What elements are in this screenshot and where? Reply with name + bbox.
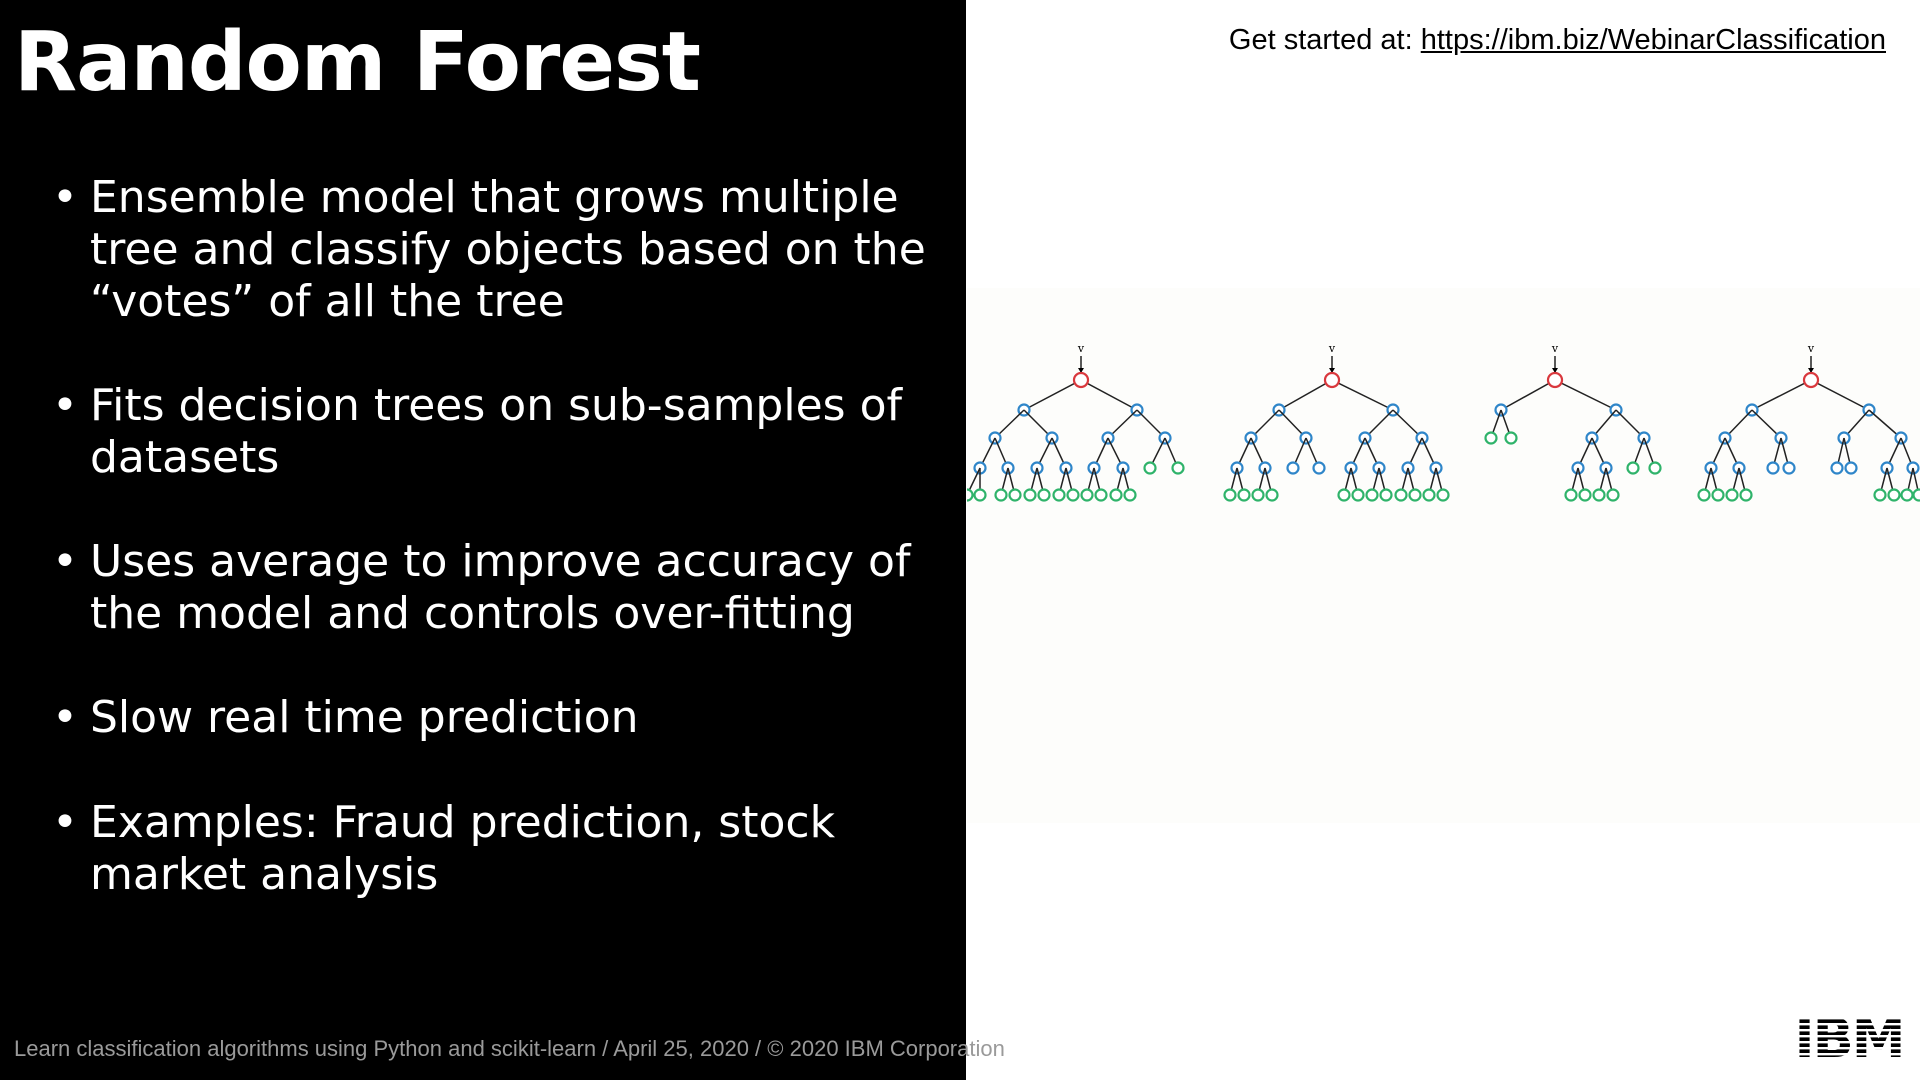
bullet-text: Ensemble model that grows multiple tree …	[90, 172, 926, 327]
footer-text: Learn classification algorithms using Py…	[14, 1036, 1005, 1061]
tree-leaf-node	[1725, 488, 1739, 502]
tree-root-node	[1802, 371, 1820, 389]
tree-edge	[1278, 379, 1333, 411]
tree-root-arrow	[1078, 368, 1084, 373]
tree-edge	[1810, 379, 1870, 411]
tree-leaf-node	[1648, 461, 1662, 475]
tree-leaf-node	[1900, 488, 1914, 502]
bullet-dot: •	[52, 536, 78, 587]
tree-leaf-node	[1379, 488, 1393, 502]
bullet-item: • Slow real time prediction	[52, 692, 932, 744]
bullet-list: • Ensemble model that grows multiple tree…	[52, 172, 932, 953]
tree-root-node	[1546, 371, 1564, 389]
tree-root-arrow	[1329, 368, 1335, 373]
tree-inner-node	[1844, 461, 1858, 475]
bullet-dot: •	[52, 172, 78, 223]
ibm-logo: IBM	[1785, 1007, 1913, 1065]
tree-leaf-node	[1066, 488, 1080, 502]
tree-root-marker: v	[1807, 342, 1815, 355]
tree-edge	[1023, 379, 1082, 411]
tree-leaf-node	[994, 488, 1008, 502]
tree-edge	[1080, 379, 1138, 411]
tree-leaf-node	[1484, 431, 1498, 445]
tree-leaf-node	[1912, 488, 1920, 502]
bullet-dot: •	[52, 797, 78, 848]
left-panel	[0, 0, 966, 1080]
tree-leaf-node	[960, 488, 974, 502]
tree-leaf-node	[1080, 488, 1094, 502]
tree-root-arrow	[1552, 368, 1558, 373]
tree-leaf-node	[973, 488, 987, 502]
bullet-text: Examples: Fraud prediction, stock market…	[90, 797, 836, 900]
tree-root-node	[1072, 371, 1090, 389]
tree-leaf-node	[1408, 488, 1422, 502]
bullet-text: Slow real time prediction	[90, 692, 639, 743]
tree-inner-node	[1312, 461, 1326, 475]
bullet-text: Uses average to improve accuracy of the …	[90, 536, 911, 639]
tree-leaf-node	[1564, 488, 1578, 502]
tree-leaf-node	[1109, 488, 1123, 502]
tree-edge	[994, 409, 1025, 439]
tree-leaf-node	[1394, 488, 1408, 502]
tree-leaf-node	[1123, 488, 1137, 502]
bullet-dot: •	[52, 380, 78, 431]
bullet-dot: •	[52, 692, 78, 743]
tree-inner-node	[1286, 461, 1300, 475]
tree-root-marker: v	[1077, 342, 1085, 355]
tree-leaf-node	[1351, 488, 1365, 502]
tree-edge	[1500, 379, 1556, 411]
tree-inner-node	[1830, 461, 1844, 475]
tree-leaf-node	[1887, 488, 1901, 502]
bullet-item: • Ensemble model that grows multiple tree…	[52, 172, 932, 328]
tree-leaf-node	[1504, 431, 1518, 445]
tree-leaf-node	[1143, 461, 1157, 475]
tree-leaf-node	[1237, 488, 1251, 502]
tree-leaf-node	[1606, 488, 1620, 502]
tree-leaf-node	[1578, 488, 1592, 502]
tree-leaf-node	[1873, 488, 1887, 502]
tree-edge	[1392, 409, 1423, 439]
tree-leaf-node	[1365, 488, 1379, 502]
tree-leaf-node	[1037, 488, 1051, 502]
tree-leaf-node	[1052, 488, 1066, 502]
tree-leaf-node	[1436, 488, 1450, 502]
tree-leaf-node	[1094, 488, 1108, 502]
tree-inner-node	[1782, 461, 1796, 475]
tree-edge	[1751, 409, 1782, 439]
tree-leaf-node	[1626, 461, 1640, 475]
bullet-item: • Fits decision trees on sub-samples of d…	[52, 380, 932, 484]
tree-leaf-node	[1171, 461, 1185, 475]
tree-leaf-node	[1739, 488, 1753, 502]
tree-root-marker: v	[1328, 342, 1336, 355]
tree-edge	[1751, 379, 1812, 411]
tree-leaf-node	[1251, 488, 1265, 502]
bullet-text: Fits decision trees on sub-samples of da…	[90, 380, 902, 483]
bullet-item: • Examples: Fraud prediction, stock marke…	[52, 797, 932, 901]
tree-leaf-node	[1592, 488, 1606, 502]
tree-leaf-node	[1337, 488, 1351, 502]
tree-leaf-node	[1223, 488, 1237, 502]
get-started-link[interactable]: https://ibm.biz/WebinarClassification	[1420, 24, 1886, 56]
tree-leaf-node	[1697, 488, 1711, 502]
tree-edge	[1331, 379, 1394, 411]
tree-leaf-node	[1008, 488, 1022, 502]
bullet-item: • Uses average to improve accuracy of the…	[52, 536, 932, 640]
tree-root-marker: v	[1551, 342, 1559, 355]
tree-edge	[1868, 409, 1902, 439]
tree-edge	[1554, 379, 1617, 411]
tree-leaf-node	[1023, 488, 1037, 502]
get-started-line: Get started at: https://ibm.biz/WebinarC…	[1229, 24, 1886, 57]
slide-title: Random Forest	[14, 15, 701, 110]
tree-leaf-node	[1422, 488, 1436, 502]
tree-inner-node	[1766, 461, 1780, 475]
tree-leaf-node	[1265, 488, 1279, 502]
tree-root-node	[1323, 371, 1341, 389]
tree-leaf-node	[1711, 488, 1725, 502]
get-started-label: Get started at:	[1228, 24, 1413, 56]
tree-edge	[1107, 409, 1138, 439]
tree-root-arrow	[1808, 368, 1814, 373]
